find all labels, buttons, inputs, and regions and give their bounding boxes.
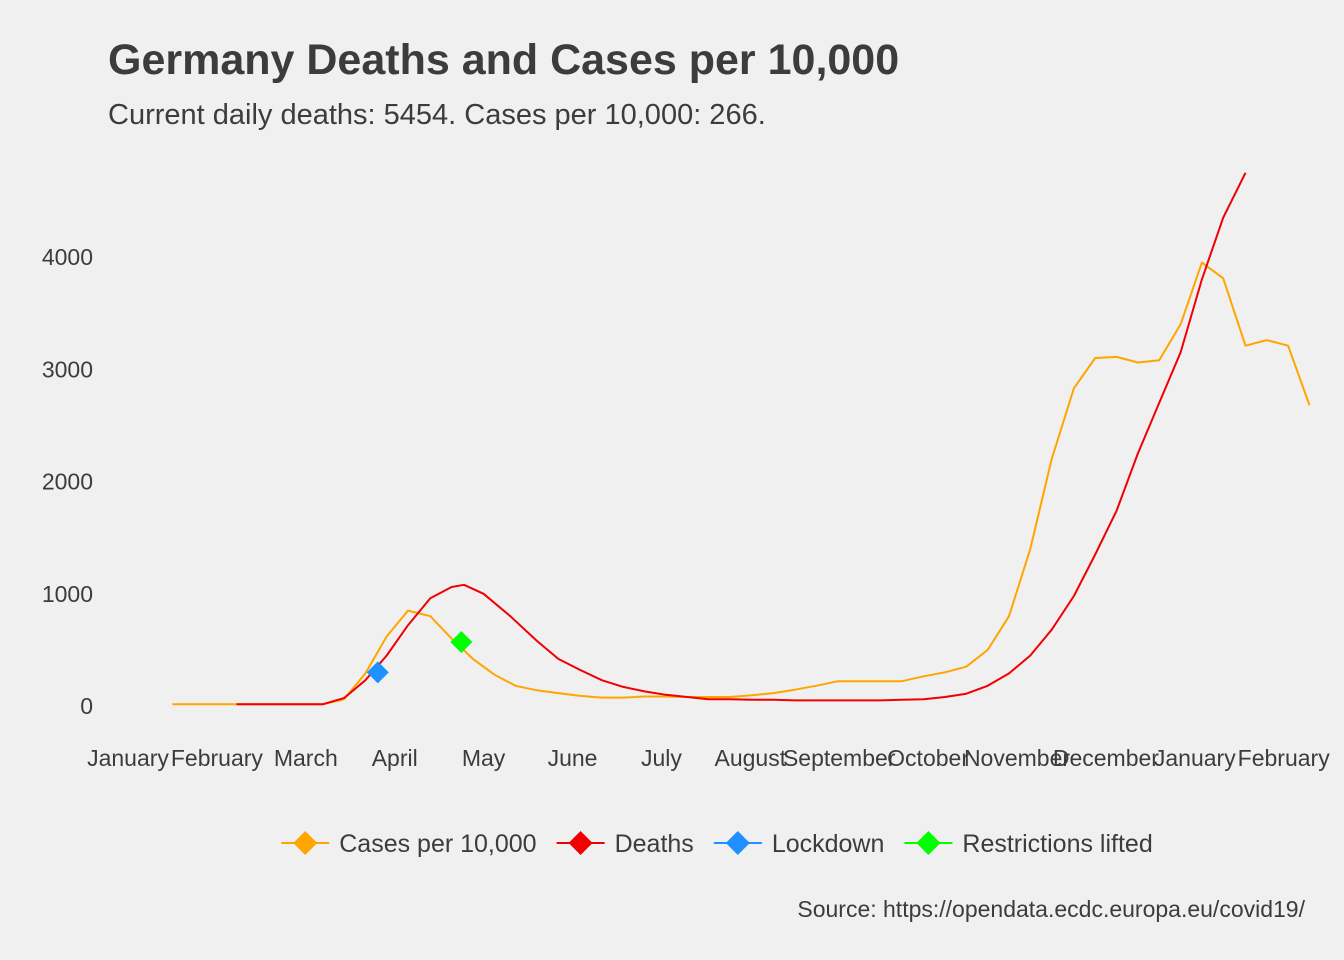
marker-restrictions-lifted	[450, 631, 473, 654]
x-tick-label: August	[714, 745, 786, 771]
y-axis-ticks: 0 1000 2000 3000 4000	[42, 244, 93, 719]
chart-caption: Source: https://opendata.ecdc.europa.eu/…	[797, 896, 1305, 922]
legend-key-diamond	[725, 831, 750, 855]
x-tick-label: February	[171, 745, 264, 771]
legend-label: Cases per 10,000	[339, 830, 536, 858]
marker-lockdown	[366, 661, 389, 684]
legend-label: Deaths	[615, 830, 694, 858]
x-tick-label: January	[87, 745, 169, 771]
y-tick-label: 1000	[42, 581, 93, 607]
x-tick-label: May	[462, 745, 506, 771]
legend-key-diamond	[293, 831, 318, 855]
y-tick-label: 4000	[42, 244, 93, 270]
legend: Cases per 10,000 Deaths Lockdown Restrictio…	[281, 830, 1153, 858]
chart-title: Germany Deaths and Cases per 10,000	[108, 36, 899, 84]
legend-item-cases-per-10-000: Cases per 10,000	[281, 830, 537, 858]
x-tick-label: September	[783, 745, 896, 771]
legend-item-lockdown: Lockdown	[713, 830, 885, 858]
chart-subtitle: Current daily deaths: 5454. Cases per 10…	[108, 99, 766, 131]
y-tick-label: 3000	[42, 356, 93, 382]
x-tick-label: March	[274, 745, 338, 771]
x-tick-label: December	[1053, 745, 1159, 771]
y-tick-label: 2000	[42, 469, 93, 495]
legend-item-restrictions-lifted: Restrictions lifted	[904, 830, 1153, 858]
x-tick-label: February	[1238, 745, 1331, 771]
x-tick-label: June	[548, 745, 598, 771]
legend-label: Lockdown	[772, 830, 885, 858]
y-tick-label: 0	[80, 693, 93, 719]
legend-item-deaths: Deaths	[556, 830, 694, 858]
legend-label: Restrictions lifted	[962, 830, 1152, 858]
series-line-cases-per-10-000	[172, 261, 1311, 706]
legend-key-diamond	[568, 831, 593, 855]
plot-area	[172, 172, 1311, 706]
x-tick-label: January	[1154, 745, 1236, 771]
series-line-deaths	[236, 172, 1247, 706]
x-axis-ticks: January February March April May June July Augu…	[87, 745, 1330, 771]
legend-key-diamond	[916, 831, 941, 855]
x-tick-label: November	[964, 745, 1070, 771]
x-tick-label: October	[887, 745, 969, 771]
x-tick-label: April	[372, 745, 418, 771]
x-tick-label: July	[641, 745, 682, 771]
